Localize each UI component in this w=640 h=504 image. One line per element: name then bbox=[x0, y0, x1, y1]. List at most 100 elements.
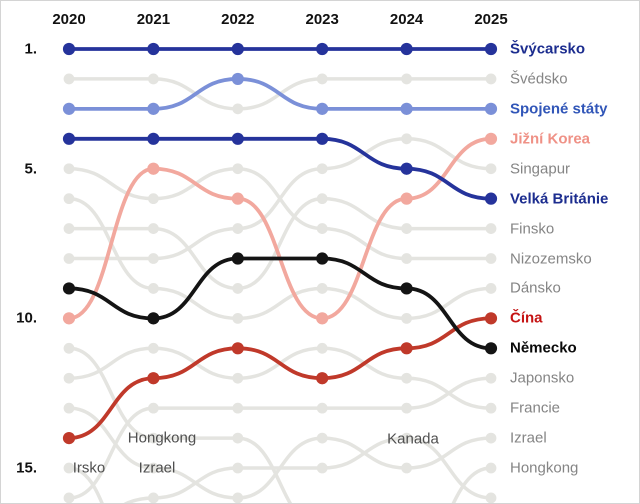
series-dot-cina bbox=[316, 372, 329, 385]
series-dot-svedsko bbox=[63, 73, 75, 85]
series-dot-spojene-staty bbox=[231, 72, 244, 86]
country-label-spojene-staty: Spojené státy bbox=[510, 100, 608, 118]
year-label-2023: 2023 bbox=[305, 11, 339, 28]
series-dot-japonsko bbox=[316, 402, 328, 414]
series-dot-kanada bbox=[316, 462, 328, 474]
series-dot-svycarsko bbox=[316, 42, 329, 56]
series-dot-jizni-korea bbox=[316, 312, 329, 325]
series-dot-nemecko bbox=[400, 282, 413, 295]
series-dot-kanada bbox=[485, 492, 497, 503]
series-dot-kanada bbox=[148, 492, 159, 503]
series-dot-nemecko bbox=[231, 252, 244, 265]
series-dot-nemecko bbox=[316, 252, 329, 265]
country-label-dansko: Dánsko bbox=[510, 279, 561, 297]
series-dot-cina bbox=[231, 342, 244, 355]
rank-label-10: 10. bbox=[16, 309, 37, 327]
rank-label-15: 15. bbox=[16, 459, 37, 477]
series-dot-izrael bbox=[485, 432, 497, 444]
year-label-2021: 2021 bbox=[136, 11, 171, 28]
series-dot-svycarsko bbox=[400, 42, 413, 56]
series-dot-nizozemsko bbox=[401, 253, 412, 264]
series-dot-svycarsko bbox=[147, 42, 160, 56]
series-dot-francie bbox=[148, 342, 159, 354]
country-label-francie: Francie bbox=[510, 399, 561, 417]
series-dot-nemecko bbox=[484, 342, 498, 355]
series-dot-francie bbox=[316, 342, 328, 354]
series-dot-finsko bbox=[485, 223, 497, 234]
year-label-2020: 2020 bbox=[52, 11, 86, 28]
series-dot-svedsko bbox=[316, 73, 328, 85]
series-dot-cina bbox=[400, 342, 413, 355]
series-dot-cina bbox=[484, 312, 498, 325]
series-dot-svycarsko bbox=[484, 42, 498, 56]
series-dot-japonsko bbox=[401, 402, 412, 414]
series-dot-nizozemsko bbox=[316, 223, 328, 234]
series-line-hongkong bbox=[68, 346, 492, 503]
series-dot-finsko bbox=[148, 223, 159, 234]
year-label-2022: 2022 bbox=[221, 11, 255, 28]
series-dot-spojene-staty bbox=[484, 102, 498, 115]
series-dot-velka-britanie bbox=[62, 132, 76, 145]
annotation-irsko: Irsko bbox=[72, 459, 106, 477]
series-dot-cina bbox=[147, 372, 160, 385]
series-line-velka-britanie bbox=[69, 136, 492, 201]
country-label-velka-britanie: Velká Británie bbox=[510, 190, 609, 208]
series-dot-izrael bbox=[316, 432, 328, 444]
series-dot-francie bbox=[401, 372, 412, 384]
series-dot-velka-britanie bbox=[147, 132, 160, 145]
annotation-hongkong: Hongkong bbox=[127, 429, 197, 447]
series-dot-irsko bbox=[63, 462, 75, 474]
year-label-2024: 2024 bbox=[389, 11, 424, 28]
series-dot-japonsko bbox=[485, 372, 497, 384]
country-label-nemecko: Německo bbox=[510, 339, 577, 357]
series-dot-dansko bbox=[316, 283, 328, 294]
annotation-izrael: Izrael bbox=[138, 459, 176, 477]
series-line-svedsko bbox=[69, 77, 491, 111]
country-label-japonsko: Japonsko bbox=[510, 369, 575, 387]
series-dot-velka-britanie bbox=[400, 162, 413, 175]
series-dot-svedsko bbox=[148, 73, 159, 85]
series-dot-finsko bbox=[401, 223, 412, 234]
series-dot-spojene-staty bbox=[316, 102, 329, 115]
rank-label-5: 5. bbox=[24, 160, 37, 178]
country-label-singapur: Singapur bbox=[510, 160, 571, 178]
series-dot-dansko bbox=[232, 312, 244, 324]
year-label-2025: 2025 bbox=[474, 11, 508, 28]
series-dot-cina bbox=[62, 431, 76, 445]
series-dot-jizni-korea bbox=[147, 162, 160, 175]
series-dot-nemecko bbox=[62, 282, 76, 295]
series-dot-svedsko bbox=[485, 73, 497, 85]
series-dot-singapur bbox=[485, 163, 497, 175]
series-dot-dansko bbox=[485, 283, 497, 294]
series-dot-francie bbox=[232, 372, 244, 384]
series-dot-hongkong bbox=[485, 462, 497, 474]
series-dot-jizni-korea bbox=[400, 192, 413, 205]
series-dot-singapur bbox=[63, 253, 75, 264]
series-line-irsko bbox=[68, 466, 104, 503]
series-dot-hongkong bbox=[63, 342, 75, 354]
series-dot-izrael bbox=[148, 462, 159, 474]
series-dot-finsko bbox=[316, 193, 328, 205]
series-dot-spojene-staty bbox=[147, 102, 160, 115]
series-line-dansko bbox=[68, 196, 492, 321]
series-dot-spojene-staty bbox=[400, 102, 413, 115]
series-dot-finsko bbox=[232, 283, 244, 294]
series-dot-francie bbox=[485, 402, 497, 414]
country-label-nizozemsko: Nizozemsko bbox=[510, 250, 592, 267]
series-dot-nizozemsko bbox=[148, 193, 159, 205]
series-line-finsko bbox=[69, 196, 491, 291]
series-dot-hongkong bbox=[148, 432, 159, 444]
series-dot-svycarsko bbox=[231, 42, 244, 56]
series-line-nemecko bbox=[68, 256, 492, 351]
country-label-finsko: Finsko bbox=[510, 220, 555, 238]
series-dot-nemecko bbox=[147, 312, 160, 325]
series-dot-izrael bbox=[232, 492, 244, 503]
series-dot-japonsko bbox=[232, 402, 244, 414]
series-dot-finsko bbox=[63, 223, 75, 234]
series-dot-nizozemsko bbox=[485, 253, 497, 264]
country-label-izrael: Izrael bbox=[510, 429, 547, 447]
series-line-francie bbox=[68, 346, 492, 410]
series-dot-singapur bbox=[316, 163, 328, 175]
rank-label-1: 1. bbox=[24, 40, 37, 58]
series-dot-izrael bbox=[63, 402, 75, 414]
